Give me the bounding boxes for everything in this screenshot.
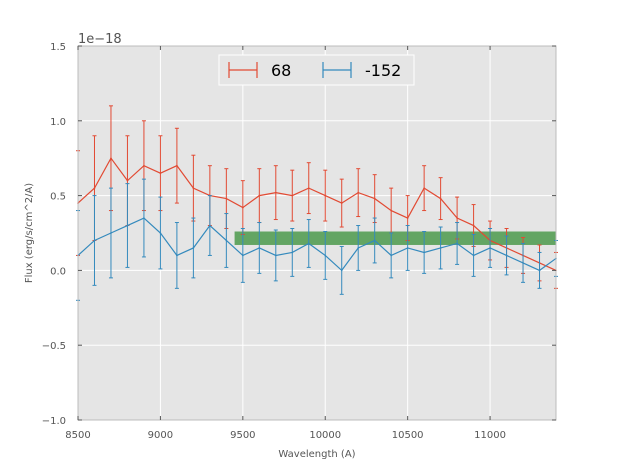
data-point (307, 187, 310, 189)
data-point (456, 242, 458, 245)
data-point (456, 217, 458, 219)
data-point (423, 187, 425, 189)
data-point (242, 206, 244, 209)
data-point (274, 254, 277, 257)
data-point (390, 209, 392, 212)
data-point (423, 251, 425, 254)
y-tick-label: 1.0 (50, 117, 66, 128)
y-offset-label: 1e−18 (78, 32, 122, 47)
data-point (110, 157, 112, 159)
legend-label: -152 (365, 61, 401, 80)
y-tick-label: −1.0 (42, 416, 66, 427)
data-point (93, 239, 96, 242)
x-axis-label: Wavelength (A) (278, 449, 355, 460)
legend-swatch (228, 62, 258, 78)
data-point (472, 224, 475, 227)
data-point (307, 242, 310, 245)
data-point (192, 247, 195, 249)
x-tick-label: 9000 (148, 430, 173, 441)
data-point (209, 224, 211, 227)
data-point (505, 254, 508, 257)
series-line (77, 217, 557, 272)
data-point (291, 251, 294, 254)
data-point (143, 217, 145, 219)
data-point (373, 197, 376, 200)
legend-entry: -152 (322, 61, 401, 80)
y-tick-label: −0.5 (42, 341, 66, 352)
data-point (390, 254, 392, 257)
x-tick-label: 10500 (392, 430, 424, 441)
data-point (143, 164, 145, 167)
data-point (225, 197, 228, 200)
data-point (225, 239, 228, 242)
data-point (93, 187, 96, 189)
data-point (373, 239, 376, 242)
data-point (159, 232, 162, 234)
data-point (340, 269, 343, 272)
data-point (340, 202, 343, 204)
data-point (176, 254, 178, 257)
series-line (77, 157, 557, 271)
series-1 (76, 178, 558, 301)
data-point (258, 194, 261, 197)
data-point (472, 254, 475, 257)
y-axis-label: Flux (erg/s/cm^2/A) (24, 183, 35, 283)
legend-entry: 68 (228, 61, 291, 80)
data-point (324, 194, 327, 197)
data-point (242, 254, 244, 257)
legend-label: 68 (271, 61, 291, 80)
data-point (406, 247, 409, 249)
series-layer (76, 105, 558, 301)
y-tick-label: 0.0 (50, 266, 66, 277)
x-tick-label: 9500 (230, 430, 255, 441)
data-point (439, 247, 442, 249)
data-point (324, 254, 327, 257)
data-point (406, 217, 409, 219)
data-point (489, 247, 491, 249)
data-point (110, 232, 112, 234)
data-point (192, 187, 195, 189)
highlight-band (234, 231, 556, 245)
data-point (176, 164, 178, 167)
band-layer (234, 231, 556, 245)
data-point (357, 191, 360, 194)
plot-frame (77, 45, 557, 421)
x-tick-label: 11000 (474, 430, 506, 441)
legend: 68 -152 (218, 54, 415, 86)
data-point (291, 194, 294, 197)
data-point (439, 197, 442, 200)
data-point (357, 247, 360, 249)
data-point (522, 262, 524, 264)
y-tick-label: 1.5 (50, 42, 66, 53)
data-point (126, 224, 129, 227)
x-tick-label: 8500 (65, 430, 90, 441)
legend-swatch (322, 62, 352, 78)
data-point (159, 172, 162, 174)
data-point (126, 179, 129, 182)
x-tick-label: 10000 (309, 430, 341, 441)
y-tick-label: 0.5 (50, 192, 66, 203)
axes-layer: 8500 9000 9500 10000 10500 11000 −1.0 −0.5 0.0 0.… (42, 42, 557, 441)
data-point (274, 191, 277, 194)
data-point (258, 247, 261, 249)
data-point (538, 269, 541, 272)
